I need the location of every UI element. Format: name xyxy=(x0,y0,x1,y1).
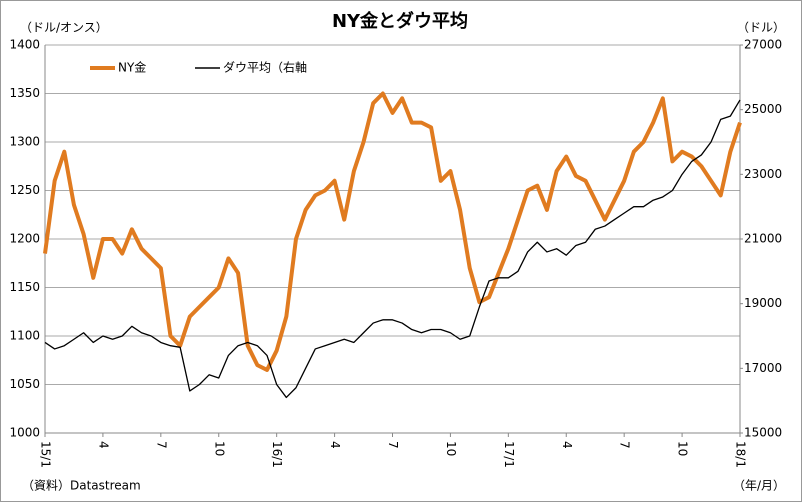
y-tick-label: 1100 xyxy=(9,329,40,343)
y-tick-label: 1050 xyxy=(9,377,40,391)
y-tick-label: 1350 xyxy=(9,86,40,100)
x-tick-label: 4 xyxy=(96,441,110,449)
y2-axis-unit: （ドル） xyxy=(737,21,785,35)
x-tick-label: 18/1 xyxy=(734,441,748,468)
x-tick-label: 10 xyxy=(212,441,226,456)
x-tick-label: 16/1 xyxy=(270,441,284,468)
x-axis-unit: （年/月） xyxy=(733,479,785,493)
source: （資料）Datastream xyxy=(22,479,141,493)
y-tick-label: 1300 xyxy=(9,135,40,149)
y2-tick-label: 27000 xyxy=(744,38,782,52)
y-tick-label: 1150 xyxy=(9,280,40,294)
x-tick-label: 4 xyxy=(328,441,342,449)
x-tick-label: 7 xyxy=(618,441,632,449)
x-tick-label: 7 xyxy=(386,441,400,449)
x-tick-label: 10 xyxy=(444,441,458,456)
y2-tick-label: 17000 xyxy=(744,361,782,375)
y2-tick-label: 21000 xyxy=(744,232,782,246)
y-tick-label: 1400 xyxy=(9,38,40,52)
series-line xyxy=(43,91,742,372)
chart-title: NY金とダウ平均 xyxy=(332,10,468,32)
y2-tick-label: 23000 xyxy=(744,167,782,181)
series-line xyxy=(44,99,741,399)
y2-tick-label: 25000 xyxy=(744,102,782,116)
legend-label: NY金 xyxy=(118,60,146,75)
y-axis-unit: （ドル/オンス） xyxy=(20,21,108,35)
y2-tick-label: 19000 xyxy=(744,296,782,310)
legend-label: ダウ平均（右軸 xyxy=(223,60,307,75)
y2-tick-label: 15000 xyxy=(744,426,782,440)
x-tick-label: 7 xyxy=(154,441,168,449)
y-tick-label: 1200 xyxy=(9,232,40,246)
y-tick-label: 1000 xyxy=(9,426,40,440)
x-tick-label: 15/1 xyxy=(39,441,53,468)
x-tick-label: 17/1 xyxy=(502,441,516,468)
x-tick-label: 10 xyxy=(676,441,690,456)
x-tick-label: 4 xyxy=(560,441,574,449)
y-tick-label: 1250 xyxy=(9,183,40,197)
